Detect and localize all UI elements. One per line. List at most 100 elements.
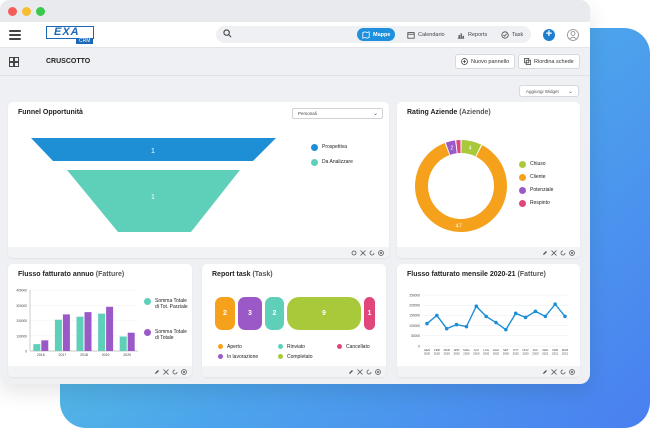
dashboard-grid-icon[interactable] <box>9 57 19 67</box>
line-point[interactable] <box>533 309 538 314</box>
edit-icon[interactable] <box>542 250 548 256</box>
menu-icon[interactable] <box>9 30 21 40</box>
bar[interactable] <box>127 332 135 351</box>
funnel-title: Funnel Opportunità <box>18 109 83 116</box>
annual-subtitle: (Fatture) <box>95 271 125 278</box>
x-tick-label-year: 2021 <box>552 352 559 356</box>
bar[interactable] <box>41 340 49 351</box>
funnel-filter-select[interactable]: Personali ⌄ <box>292 108 383 119</box>
bar[interactable] <box>119 336 127 351</box>
donut-slice-chiuso[interactable] <box>461 140 482 157</box>
new-panel-button[interactable]: Nuovo pannello <box>455 54 516 69</box>
task-block-cancellato[interactable]: 1 <box>364 297 375 330</box>
funnel-stage-prospettiva[interactable] <box>31 138 276 161</box>
tab-mappe[interactable]: Mappe <box>357 28 396 41</box>
donut-slice-cliente[interactable] <box>415 142 507 232</box>
minimize-window-dot[interactable] <box>22 6 31 16</box>
x-tick-label-month: LUG <box>483 348 489 352</box>
edit-icon[interactable] <box>348 369 354 375</box>
bar[interactable] <box>84 312 92 351</box>
line-point[interactable] <box>454 322 459 327</box>
tab-task[interactable]: Task <box>496 28 528 41</box>
tab-reports-label: Reports <box>468 31 488 38</box>
close-icon[interactable] <box>375 368 381 375</box>
task-block-rinviato[interactable]: 2 <box>265 297 284 330</box>
monthly-line-chart: 250000200000150000100000500000GEN2020FEB… <box>409 293 569 356</box>
task-block-completato[interactable]: 9 <box>287 297 361 330</box>
logo[interactable]: EXA CRM <box>46 26 94 44</box>
refresh-icon[interactable] <box>560 369 566 375</box>
x-tick-label-year: 2020 <box>463 352 470 356</box>
refresh-icon[interactable] <box>172 369 178 375</box>
close-icon[interactable] <box>181 368 187 375</box>
donut-slice-potenziale[interactable] <box>445 140 457 155</box>
line-point[interactable] <box>553 302 557 306</box>
line-point[interactable] <box>523 315 528 320</box>
line-point[interactable] <box>444 326 449 331</box>
bar[interactable] <box>76 316 84 351</box>
reorder-icon <box>524 58 531 65</box>
line-point[interactable] <box>494 320 498 325</box>
refresh-icon[interactable] <box>366 369 372 375</box>
funnel-legend-prospettiva: Prospettiva <box>311 144 347 151</box>
task-block-aperto[interactable]: 2 <box>215 297 235 330</box>
add-button[interactable]: + <box>543 29 555 41</box>
x-tick-label-month: FEB <box>434 348 440 352</box>
close-icon[interactable] <box>378 249 384 256</box>
bar[interactable] <box>98 313 106 351</box>
close-icon[interactable] <box>569 249 575 256</box>
donut-slice-respinto[interactable] <box>456 140 461 154</box>
bar[interactable] <box>106 306 114 351</box>
rating-legend-cliente-label: Cliente <box>530 174 546 180</box>
expand-icon[interactable] <box>360 249 366 256</box>
task-value: 2 <box>223 310 227 317</box>
tab-calendario[interactable]: Calendario <box>402 28 450 41</box>
line-point[interactable] <box>464 324 469 329</box>
line-point[interactable] <box>425 321 429 326</box>
bar[interactable] <box>54 319 62 351</box>
funnel-stage-prospettiva-value: 1 <box>151 148 155 155</box>
close-window-dot[interactable] <box>8 6 17 16</box>
monthly-title: Flusso fatturato mensile 2020-21 <box>407 271 516 278</box>
line-point[interactable] <box>543 314 548 319</box>
refresh-icon[interactable] <box>369 250 375 256</box>
expand-icon[interactable] <box>163 368 169 375</box>
x-tick-label-month: DIC <box>533 348 538 352</box>
line-point[interactable] <box>563 314 567 319</box>
line-point[interactable] <box>474 304 479 309</box>
expand-icon[interactable] <box>357 368 363 375</box>
annual-legend-totale-label: Somma Totale di Totale <box>155 329 187 341</box>
reorder-button[interactable]: Riordina schede <box>518 54 580 69</box>
funnel-stage-da-analizzare[interactable] <box>67 170 240 232</box>
x-tick-label-month: GEN <box>424 348 430 352</box>
annual-legend-parziale-label: Somma Totale di Tot. Parziale <box>155 298 188 310</box>
line-point[interactable] <box>484 314 488 319</box>
donut-slice-label: 47 <box>456 223 462 229</box>
y-tick-label: 200000 <box>409 304 420 308</box>
annual-bar-chart: 400000 300000 200000 100000 0 2016 2017 2018 201… <box>16 289 138 357</box>
rating-legend-respinto: Respinto <box>519 200 550 207</box>
card-footer <box>202 366 386 377</box>
user-icon[interactable] <box>567 29 579 41</box>
line-point[interactable] <box>513 311 518 316</box>
x-tick-label-year: 2020 <box>503 352 510 356</box>
add-widget-select[interactable]: Aggiungi Widget ⌄ <box>519 85 579 97</box>
tab-reports[interactable]: Reports <box>452 28 492 41</box>
expand-icon[interactable] <box>551 368 557 375</box>
search-icon[interactable] <box>223 29 232 38</box>
bar[interactable] <box>33 344 41 351</box>
maximize-window-dot[interactable] <box>36 6 45 16</box>
line-point[interactable] <box>504 327 508 332</box>
close-icon[interactable] <box>569 368 575 375</box>
expand-icon[interactable] <box>551 249 557 256</box>
search-bar[interactable]: Mappe Calendario Reports Task <box>216 26 531 43</box>
refresh-icon[interactable] <box>560 250 566 256</box>
settings-icon[interactable] <box>351 250 357 256</box>
task-block-in-lavorazione[interactable]: 3 <box>238 297 262 330</box>
edit-icon[interactable] <box>154 369 160 375</box>
line-point[interactable] <box>435 313 439 318</box>
task-legend-completato-label: Completato <box>287 354 313 360</box>
reorder-label: Riordina schede <box>534 58 574 65</box>
bar[interactable] <box>62 314 70 351</box>
edit-icon[interactable] <box>542 369 548 375</box>
